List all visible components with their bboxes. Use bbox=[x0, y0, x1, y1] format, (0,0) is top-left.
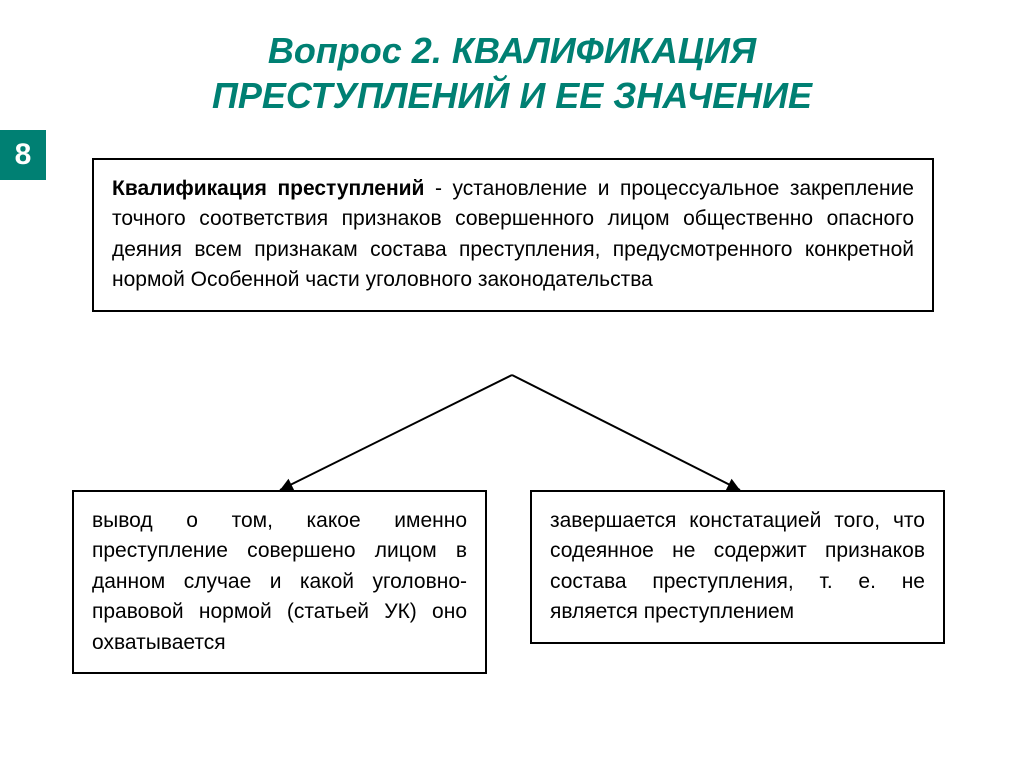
slide-number: 8 bbox=[15, 138, 32, 171]
slide-number-badge: 8 bbox=[0, 130, 46, 180]
definition-text: Квалификация преступлений - установление… bbox=[112, 174, 914, 296]
title-line-2: ПРЕСТУПЛЕНИЙ И ЕЕ ЗНАЧЕНИЕ bbox=[212, 75, 812, 116]
outcome-right-box: завершается констатацией того, что содея… bbox=[530, 490, 945, 644]
outcome-left-box: вывод о том, какое именно преступление с… bbox=[72, 490, 487, 674]
slide-title: Вопрос 2. КВАЛИФИКАЦИЯ ПРЕСТУПЛЕНИЙ И ЕЕ… bbox=[0, 0, 1024, 118]
title-line-1: Вопрос 2. КВАЛИФИКАЦИЯ bbox=[268, 30, 756, 71]
outcome-left-text: вывод о том, какое именно преступление с… bbox=[92, 506, 467, 658]
definition-term: Квалификация преступлений bbox=[112, 177, 424, 200]
connector-lines bbox=[260, 365, 760, 510]
outcome-right-text: завершается констатацией того, что содея… bbox=[550, 506, 925, 628]
definition-box: Квалификация преступлений - установление… bbox=[92, 158, 934, 312]
